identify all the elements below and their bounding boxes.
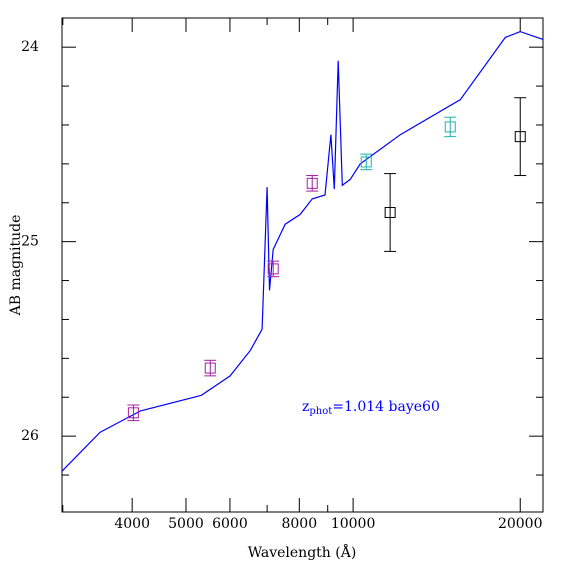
x-tick-label: 5000 (168, 516, 204, 532)
y-axis-label: AB magnitude (8, 215, 24, 317)
x-tick-label: 10000 (331, 516, 376, 532)
photometry-point (384, 206, 396, 218)
annotation: zphot=1.014 baye60 (302, 399, 440, 417)
x-tick-label: 20000 (498, 516, 543, 532)
x-tick-label: 6000 (212, 516, 248, 532)
photometry-point (306, 177, 318, 189)
annotation-sub: phot (309, 406, 332, 417)
plot-frame (61, 17, 544, 513)
y-tick-label: 26 (21, 428, 39, 444)
annotation-text: =1.014 baye60 (332, 399, 440, 415)
photometry-point (514, 131, 526, 143)
y-tick-label: 25 (21, 234, 39, 250)
x-tick-label: 4000 (114, 516, 150, 532)
y-tick-label: 24 (21, 39, 39, 55)
photometry-point (444, 121, 456, 133)
annotation-base: z (302, 399, 309, 415)
photometry-point (127, 407, 139, 419)
x-axis-label: Wavelength (Å) (248, 543, 357, 561)
x-tick-label: 8000 (281, 516, 317, 532)
photometry-point (267, 263, 279, 275)
photometry-point (204, 362, 216, 374)
template-line (61, 30, 544, 472)
photometry-point (360, 156, 372, 168)
